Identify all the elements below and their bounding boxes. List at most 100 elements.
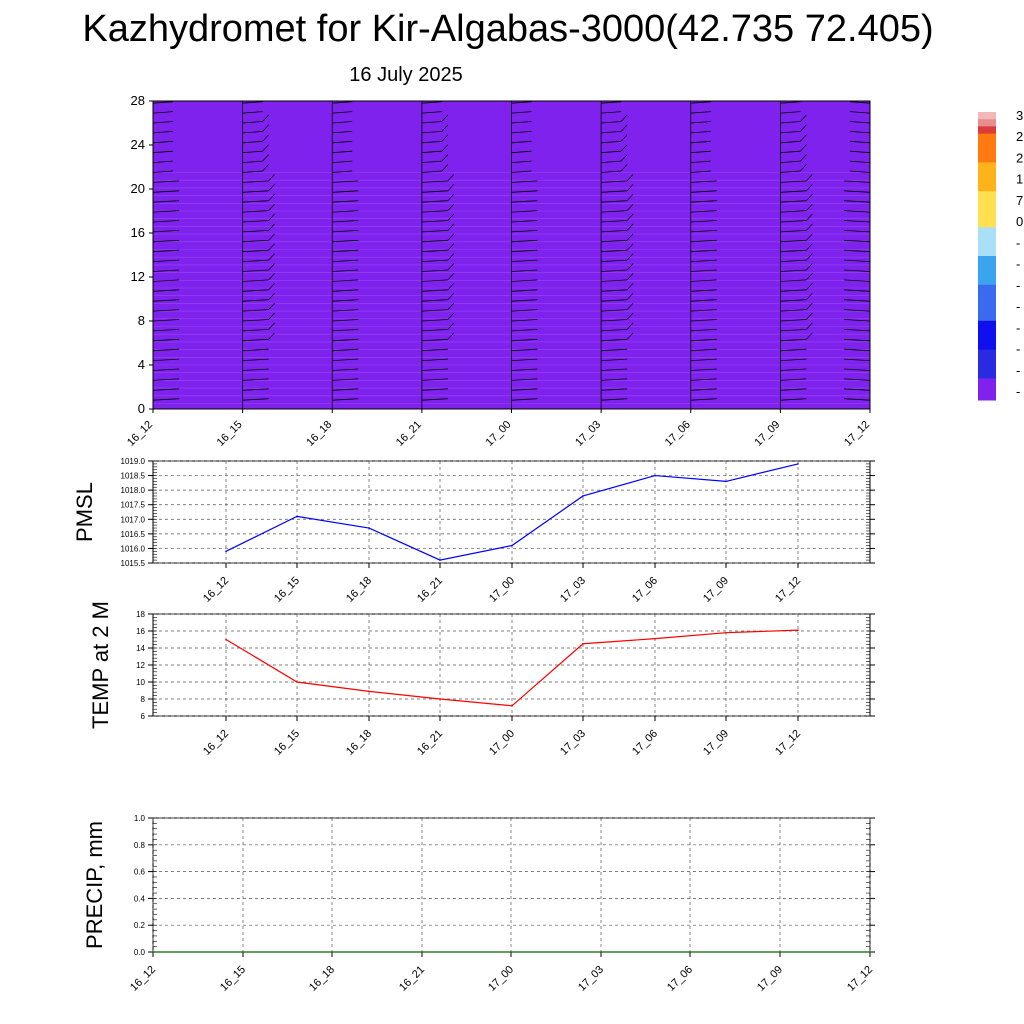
colorbar-segment <box>978 306 996 315</box>
wind-barb <box>421 210 448 213</box>
wind-barb <box>242 279 269 282</box>
y-tick-label: 0 <box>138 401 145 416</box>
wind-barb-flag <box>268 253 275 261</box>
wind-barb <box>780 348 807 352</box>
y-tick-label: 1016.0 <box>121 544 146 553</box>
wind-barb-flag <box>626 273 634 281</box>
wind-barb-flag <box>626 292 634 300</box>
wind-barb <box>242 121 263 124</box>
wind-barb <box>511 348 538 352</box>
wind-barb <box>690 378 717 381</box>
colorbar-label: 0 <box>1016 214 1023 229</box>
wind-barb-flag <box>800 154 807 162</box>
colorbar-segment <box>978 284 996 293</box>
wind-barb <box>242 230 269 233</box>
wind-barb <box>152 368 180 371</box>
wind-barb <box>511 111 532 114</box>
wind-barb-flag <box>268 233 275 241</box>
wind-barb <box>690 398 717 401</box>
colorbar-label: - <box>1016 384 1020 399</box>
x-tick-label: 17_03 <box>576 964 606 994</box>
wind-barb <box>849 131 871 134</box>
wind-barb-flag <box>262 154 269 162</box>
wind-barb <box>421 239 448 243</box>
data-point <box>511 705 513 707</box>
y-tick-label: 20 <box>131 181 145 196</box>
colorbar-segment <box>978 299 996 307</box>
wind-barb-flag <box>262 144 269 152</box>
wind-barb <box>690 220 717 223</box>
wind-barb-flag <box>806 253 813 261</box>
wind-barb-flag <box>620 154 628 162</box>
wind-barb-flag <box>262 114 269 122</box>
wind-barb <box>421 111 442 114</box>
colorbar-segment <box>978 313 996 322</box>
wind-barb <box>332 299 359 302</box>
y-tick-label: 18 <box>136 610 145 619</box>
colorbar-segment <box>978 140 996 149</box>
wind-barb <box>690 210 717 213</box>
wind-barb-flag <box>806 223 813 231</box>
wind-barb-flag <box>268 213 275 221</box>
wind-barb <box>511 140 532 144</box>
wind-barb-flag <box>447 322 455 330</box>
wind-barb <box>421 388 448 391</box>
wind-barb <box>152 319 180 322</box>
wind-barb <box>152 358 180 361</box>
wind-barb <box>242 140 263 144</box>
wind-barb <box>242 170 263 173</box>
wind-barb-flag <box>447 302 455 310</box>
wind-barb <box>511 170 532 173</box>
y-tick-label: 16 <box>131 225 145 240</box>
wind-barb <box>780 160 801 163</box>
wind-barb <box>242 299 269 302</box>
wind-barb <box>242 358 269 361</box>
wind-barb <box>511 101 532 104</box>
colorbar-label: - <box>1016 235 1020 250</box>
wind-barb <box>332 269 359 272</box>
wind-barb <box>511 279 538 282</box>
wind-barb <box>421 299 448 302</box>
wind-barb <box>780 378 807 381</box>
colorbar-segment <box>978 126 996 135</box>
wind-barb-flag <box>806 302 813 310</box>
wind-barb <box>242 289 269 292</box>
wind-barb <box>843 249 871 253</box>
x-tick-label: 16_15 <box>218 964 248 994</box>
wind-barb-flag <box>268 283 275 291</box>
wind-barb <box>332 210 359 213</box>
wind-barb <box>332 279 359 282</box>
y-tick-label: 8 <box>138 313 145 328</box>
colorbar-segment <box>978 263 996 271</box>
wind-barb <box>843 190 871 193</box>
y-tick-label: 16 <box>136 627 145 636</box>
wind-barb-flag <box>626 322 634 330</box>
wind-barb <box>690 348 717 352</box>
wind-barb <box>780 279 807 282</box>
wind-barb <box>601 249 628 253</box>
wind-barb <box>242 200 269 203</box>
data-point <box>654 637 656 640</box>
wind-barb-flag <box>447 193 455 201</box>
wind-barb <box>843 378 871 381</box>
wind-barb <box>511 121 532 124</box>
wind-barb-flag <box>447 213 455 221</box>
wind-barb <box>690 101 711 104</box>
wind-barb <box>690 230 717 233</box>
wind-barb <box>152 299 180 302</box>
wind-barb <box>421 329 448 332</box>
colorbar-segment <box>978 292 996 300</box>
wind-barb <box>421 220 448 223</box>
y-tick-label: 1.0 <box>134 814 146 823</box>
wind-barb <box>780 299 807 302</box>
wind-barb <box>511 388 538 391</box>
wind-barb <box>601 348 628 352</box>
wind-barb <box>843 329 871 332</box>
wind-barb <box>601 220 628 223</box>
wind-barb <box>511 239 538 243</box>
wind-barb <box>849 170 871 173</box>
wind-barb <box>332 289 359 292</box>
wind-barb <box>332 368 359 371</box>
wind-barb <box>152 170 174 173</box>
